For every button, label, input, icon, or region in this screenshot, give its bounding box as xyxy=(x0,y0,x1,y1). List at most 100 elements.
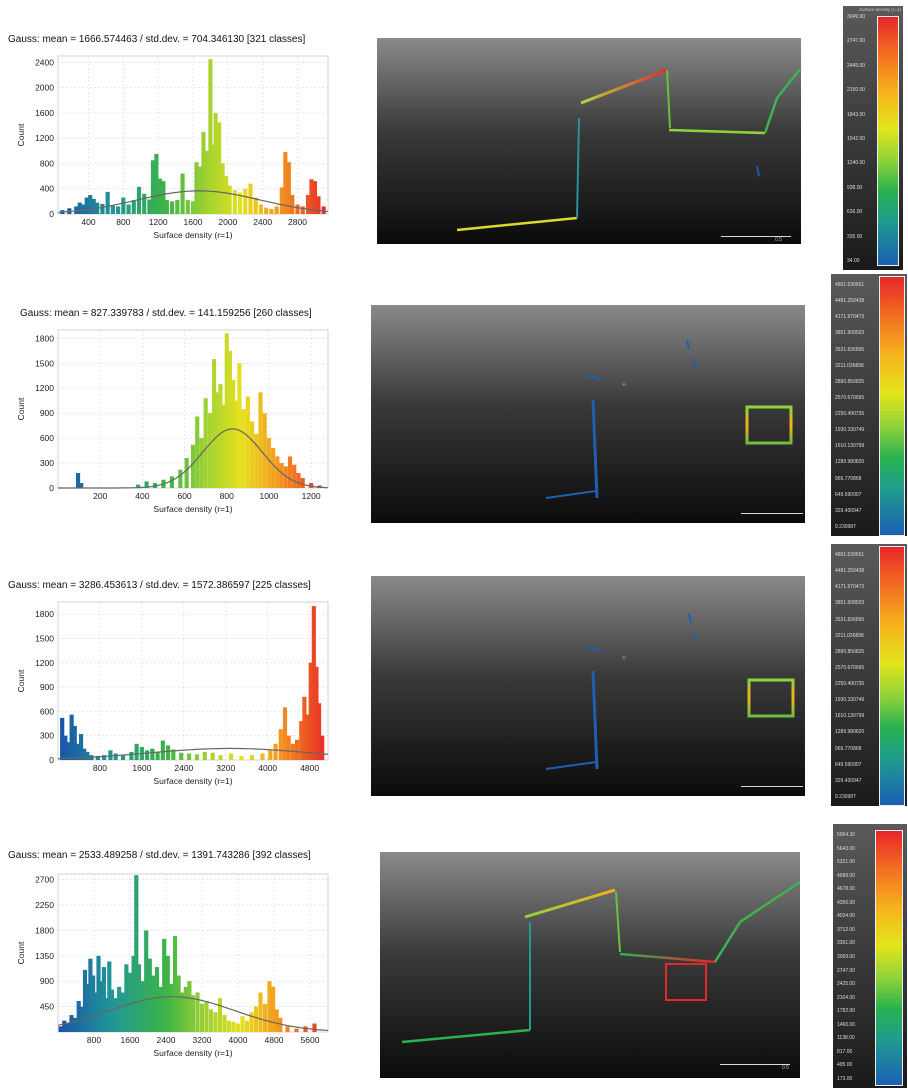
histogram-1-bar xyxy=(237,192,243,214)
histogram-4-bar xyxy=(267,981,272,1032)
histogram-4: 450 900 1350 1800 2250 2700 800 1600 2400 3200 400… xyxy=(0,866,340,1076)
histogram-3-bar xyxy=(239,755,244,760)
histogram-2-bar xyxy=(169,476,174,488)
histogram-1-bar xyxy=(243,188,248,214)
histogram-2-bar xyxy=(262,413,267,488)
histogram-4-bar xyxy=(58,1026,63,1032)
histogram-1-ytick-label: 1200 xyxy=(35,133,54,143)
histogram-2-bar xyxy=(309,483,314,488)
histogram-4-bar xyxy=(140,981,145,1032)
histogram-1-bar xyxy=(77,202,82,214)
row-4: Gauss: mean = 2533.489258 / std.dev. = 1… xyxy=(0,822,908,1090)
histogram-3-bar xyxy=(63,735,68,760)
histogram-3-xtick-label: 1600 xyxy=(132,763,151,773)
histogram-1-bar xyxy=(175,200,180,214)
color-scale-3-label: 969.770868 xyxy=(835,745,862,752)
color-scale-1-label: 2150.00 xyxy=(847,87,866,94)
histogram-2-bar xyxy=(136,484,141,488)
histogram-4-bar xyxy=(176,975,181,1032)
histogram-1-bar xyxy=(217,122,222,214)
scale-text-4: 0.5 xyxy=(782,1065,789,1071)
color-scale-4-label: 5643.00 xyxy=(837,845,856,852)
color-scale-4-label: 4034.00 xyxy=(837,913,856,920)
histogram-3-bar xyxy=(308,662,313,760)
histogram-3-bar xyxy=(66,742,71,760)
histogram-1-bar xyxy=(279,187,284,214)
histogram-1-bar xyxy=(154,153,159,214)
histogram-4-ytick-label: 450 xyxy=(40,1002,54,1012)
histogram-1-bar xyxy=(224,176,229,214)
histogram-1-bar xyxy=(309,179,314,214)
color-scale-1-label: 335.00 xyxy=(847,233,863,240)
histogram-4-xtick-label: 800 xyxy=(87,1035,101,1045)
histogram-1-bar xyxy=(100,203,105,214)
histogram-3-bar xyxy=(95,755,100,760)
histogram-2-bar xyxy=(207,413,212,488)
histogram-3-bar xyxy=(218,755,223,760)
histogram-4-bar xyxy=(183,986,188,1032)
point-cloud-3: + xyxy=(545,613,795,770)
histogram-2-bar xyxy=(224,333,229,488)
histogram-4-bar xyxy=(165,955,170,1032)
histogram-1-bar xyxy=(253,197,258,214)
histogram-1-title: Gauss: mean = 1666.574463 / std.dev. = 7… xyxy=(8,34,306,45)
histogram-1-xtick-label: 1600 xyxy=(184,217,203,227)
color-scale-1-label: 34.00 xyxy=(847,258,860,264)
histogram-1-bar xyxy=(161,181,166,214)
point-cloud-view-1[interactable]: 0.5 xyxy=(377,38,801,244)
histogram-2-bar xyxy=(271,448,276,488)
histogram-2-bar xyxy=(218,384,223,488)
histogram-4-xtick-label: 1600 xyxy=(121,1035,140,1045)
histogram-1-bar xyxy=(248,183,253,214)
histogram-2-bar xyxy=(190,444,196,488)
histogram-1-bar xyxy=(74,206,79,214)
color-bar-2 xyxy=(879,276,905,536)
point-cloud-view-3[interactable]: + xyxy=(371,576,805,796)
histogram-3-bar xyxy=(134,743,139,760)
histogram-2-bar xyxy=(215,392,220,488)
histogram-1-bar xyxy=(204,150,210,214)
histogram-2-bar xyxy=(79,483,84,488)
histogram-2-xtick-label: 800 xyxy=(220,491,234,501)
row-1: Gauss: mean = 1666.574463 / std.dev. = 7… xyxy=(0,0,908,270)
histogram-4-bar xyxy=(285,1026,290,1032)
histogram-4-bar xyxy=(240,1016,245,1032)
histogram-3-ytick-label: 0 xyxy=(49,755,54,765)
color-scale-2-label: 3531.836895 xyxy=(835,346,865,353)
color-scale-4-label: 1782.00 xyxy=(837,1008,856,1015)
histogram-2-xtick-label: 1200 xyxy=(302,491,321,501)
color-scale-2-label: 4481.250438 xyxy=(835,298,865,305)
point-cloud-view-4[interactable]: 0.5 xyxy=(380,852,800,1078)
histogram-1-ylabel: Count xyxy=(16,123,26,146)
color-scale-4-label: 3391.00 xyxy=(837,940,856,947)
histogram-3-xlabel: Surface density (r=1) xyxy=(153,776,232,786)
histogram-1-ytick-label: 2000 xyxy=(35,83,54,93)
color-scale-4-label: 2747.00 xyxy=(837,967,856,974)
color-scale-2: 4801.530651 4481.250438 4171.970473 3851.90… xyxy=(831,274,907,536)
histogram-4-bar xyxy=(76,1000,81,1032)
histogram-2-bar xyxy=(296,473,301,488)
histogram-4-bar xyxy=(151,975,156,1032)
histogram-4-bar xyxy=(154,967,160,1032)
histogram-4-xtick-label: 5600 xyxy=(301,1035,320,1045)
histogram-2: 0 300 600 900 1200 1500 1800 200 400 600 800 1000 12… xyxy=(0,322,340,532)
histogram-1-bar xyxy=(210,144,216,214)
histogram-2-ytick-label: 300 xyxy=(40,458,54,468)
histogram-4-bar xyxy=(96,955,101,1032)
histogram-1-bar xyxy=(264,207,269,214)
histogram-1-bar xyxy=(81,204,86,214)
point-cloud-view-2[interactable]: + xyxy=(371,305,805,523)
histogram-1-bar xyxy=(170,201,175,214)
histogram-1-bar xyxy=(201,131,206,214)
color-scale-3-label: 1289.980820 xyxy=(835,729,865,736)
color-scale-1-label: 3049.90 xyxy=(847,14,866,20)
histogram-2-xtick-label: 1000 xyxy=(259,491,278,501)
color-scale-2-label: 4801.530651 xyxy=(835,282,865,288)
histogram-2-bar xyxy=(292,464,297,488)
histogram-1-bar xyxy=(300,206,305,214)
histogram-4-bar xyxy=(278,1017,283,1032)
color-scale-2-label: 649.590907 xyxy=(835,491,862,498)
histogram-2-bar xyxy=(234,400,239,488)
histogram-1-bar xyxy=(180,173,185,214)
histogram-2-bar xyxy=(231,379,236,488)
